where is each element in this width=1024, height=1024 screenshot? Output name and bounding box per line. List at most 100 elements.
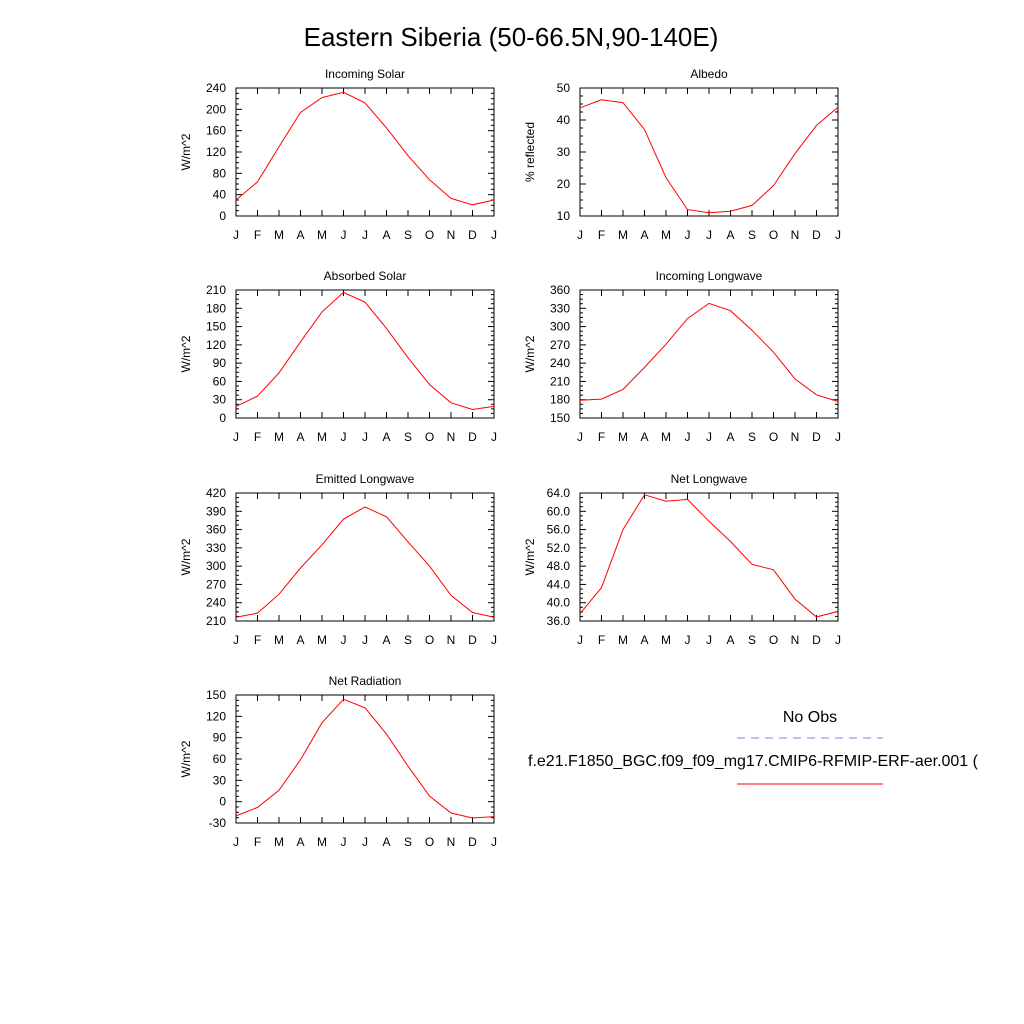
- y-axis-label: W/m^2: [523, 538, 537, 575]
- panel-title: Incoming Solar: [325, 67, 405, 81]
- series-line-1: [579, 99, 839, 214]
- x-tick-label: J: [577, 633, 583, 647]
- series-line-1: [235, 91, 495, 206]
- panel-title: Incoming Longwave: [656, 269, 763, 283]
- plot-frame: [235, 289, 495, 419]
- x-tick-label: J: [341, 835, 347, 849]
- x-tick-label: N: [791, 633, 800, 647]
- x-tick-label: N: [791, 430, 800, 444]
- x-tick-label: O: [425, 430, 434, 444]
- y-tick-label: 390: [206, 504, 226, 518]
- x-tick-label: M: [317, 430, 327, 444]
- y-tick-label: 48.0: [547, 559, 571, 573]
- y-tick-label: 30: [213, 773, 227, 787]
- x-tick-label: D: [812, 228, 821, 242]
- y-axis-label: % reflected: [523, 122, 537, 182]
- x-tick-label: M: [317, 835, 327, 849]
- x-tick-label: A: [726, 633, 734, 647]
- y-tick-label: 210: [206, 283, 226, 297]
- x-tick-label: J: [362, 228, 368, 242]
- x-tick-label: S: [404, 633, 412, 647]
- y-tick-label: 210: [550, 374, 570, 388]
- y-tick-label: 330: [206, 541, 226, 555]
- panel-title: Emitted Longwave: [316, 472, 415, 486]
- y-tick-label: 40.0: [547, 596, 571, 610]
- plot-frame: [235, 87, 495, 217]
- x-tick-label: M: [661, 228, 671, 242]
- x-tick-label: A: [382, 430, 390, 444]
- plot-frame: [579, 87, 839, 217]
- y-tick-label: 40: [213, 188, 227, 202]
- x-tick-label: J: [341, 633, 347, 647]
- x-tick-label: N: [447, 835, 456, 849]
- y-tick-label: 240: [550, 356, 570, 370]
- x-tick-label: M: [274, 633, 284, 647]
- x-tick-label: M: [274, 835, 284, 849]
- panel-title: Albedo: [690, 67, 728, 81]
- x-tick-label: M: [618, 430, 628, 444]
- y-tick-label: 420: [206, 486, 226, 500]
- y-tick-label: 330: [550, 301, 570, 315]
- y-tick-label: 30: [557, 145, 571, 159]
- x-tick-label: D: [468, 633, 477, 647]
- y-tick-label: 80: [213, 166, 227, 180]
- y-tick-label: 360: [206, 523, 226, 537]
- x-tick-label: S: [404, 430, 412, 444]
- y-axis-label: W/m^2: [179, 740, 193, 777]
- x-tick-label: A: [640, 228, 648, 242]
- x-tick-label: S: [404, 228, 412, 242]
- x-tick-label: A: [296, 633, 304, 647]
- x-tick-label: A: [640, 633, 648, 647]
- y-tick-label: 64.0: [547, 486, 571, 500]
- x-tick-label: M: [661, 430, 671, 444]
- x-tick-label: J: [577, 430, 583, 444]
- x-tick-label: J: [341, 228, 347, 242]
- x-tick-label: F: [254, 835, 261, 849]
- x-tick-label: A: [296, 430, 304, 444]
- y-tick-label: 150: [206, 320, 226, 334]
- x-tick-label: F: [598, 228, 605, 242]
- y-tick-label: 180: [550, 393, 570, 407]
- y-axis-label: W/m^2: [179, 538, 193, 575]
- x-tick-label: J: [835, 633, 841, 647]
- x-tick-label: F: [598, 633, 605, 647]
- legend: No Obs f.e21.F1850_BGC.f09_f09_mg17.CMIP…: [528, 709, 979, 785]
- x-tick-label: M: [661, 633, 671, 647]
- y-tick-label: -30: [209, 816, 227, 830]
- x-tick-label: N: [447, 228, 456, 242]
- x-tick-label: D: [468, 430, 477, 444]
- y-tick-label: 210: [206, 614, 226, 628]
- y-tick-label: 200: [206, 102, 226, 116]
- x-tick-label: J: [491, 633, 497, 647]
- x-tick-label: J: [685, 430, 691, 444]
- x-tick-label: A: [296, 228, 304, 242]
- x-tick-label: D: [468, 835, 477, 849]
- x-tick-label: J: [341, 430, 347, 444]
- y-tick-label: 150: [550, 411, 570, 425]
- x-tick-label: F: [254, 228, 261, 242]
- plot-frame: [235, 694, 495, 824]
- x-tick-label: M: [317, 633, 327, 647]
- x-tick-label: O: [769, 430, 778, 444]
- x-tick-label: A: [296, 835, 304, 849]
- x-tick-label: J: [362, 835, 368, 849]
- x-tick-label: A: [382, 835, 390, 849]
- x-tick-label: D: [812, 430, 821, 444]
- y-tick-label: 240: [206, 596, 226, 610]
- x-tick-label: F: [254, 430, 261, 444]
- x-tick-label: O: [769, 633, 778, 647]
- x-tick-label: N: [447, 430, 456, 444]
- series-line-1: [235, 698, 495, 819]
- y-tick-label: 300: [206, 559, 226, 573]
- x-tick-label: F: [254, 633, 261, 647]
- x-tick-label: A: [726, 228, 734, 242]
- y-tick-label: 120: [206, 709, 226, 723]
- y-tick-label: 56.0: [547, 523, 571, 537]
- x-tick-label: S: [748, 633, 756, 647]
- x-tick-label: D: [468, 228, 477, 242]
